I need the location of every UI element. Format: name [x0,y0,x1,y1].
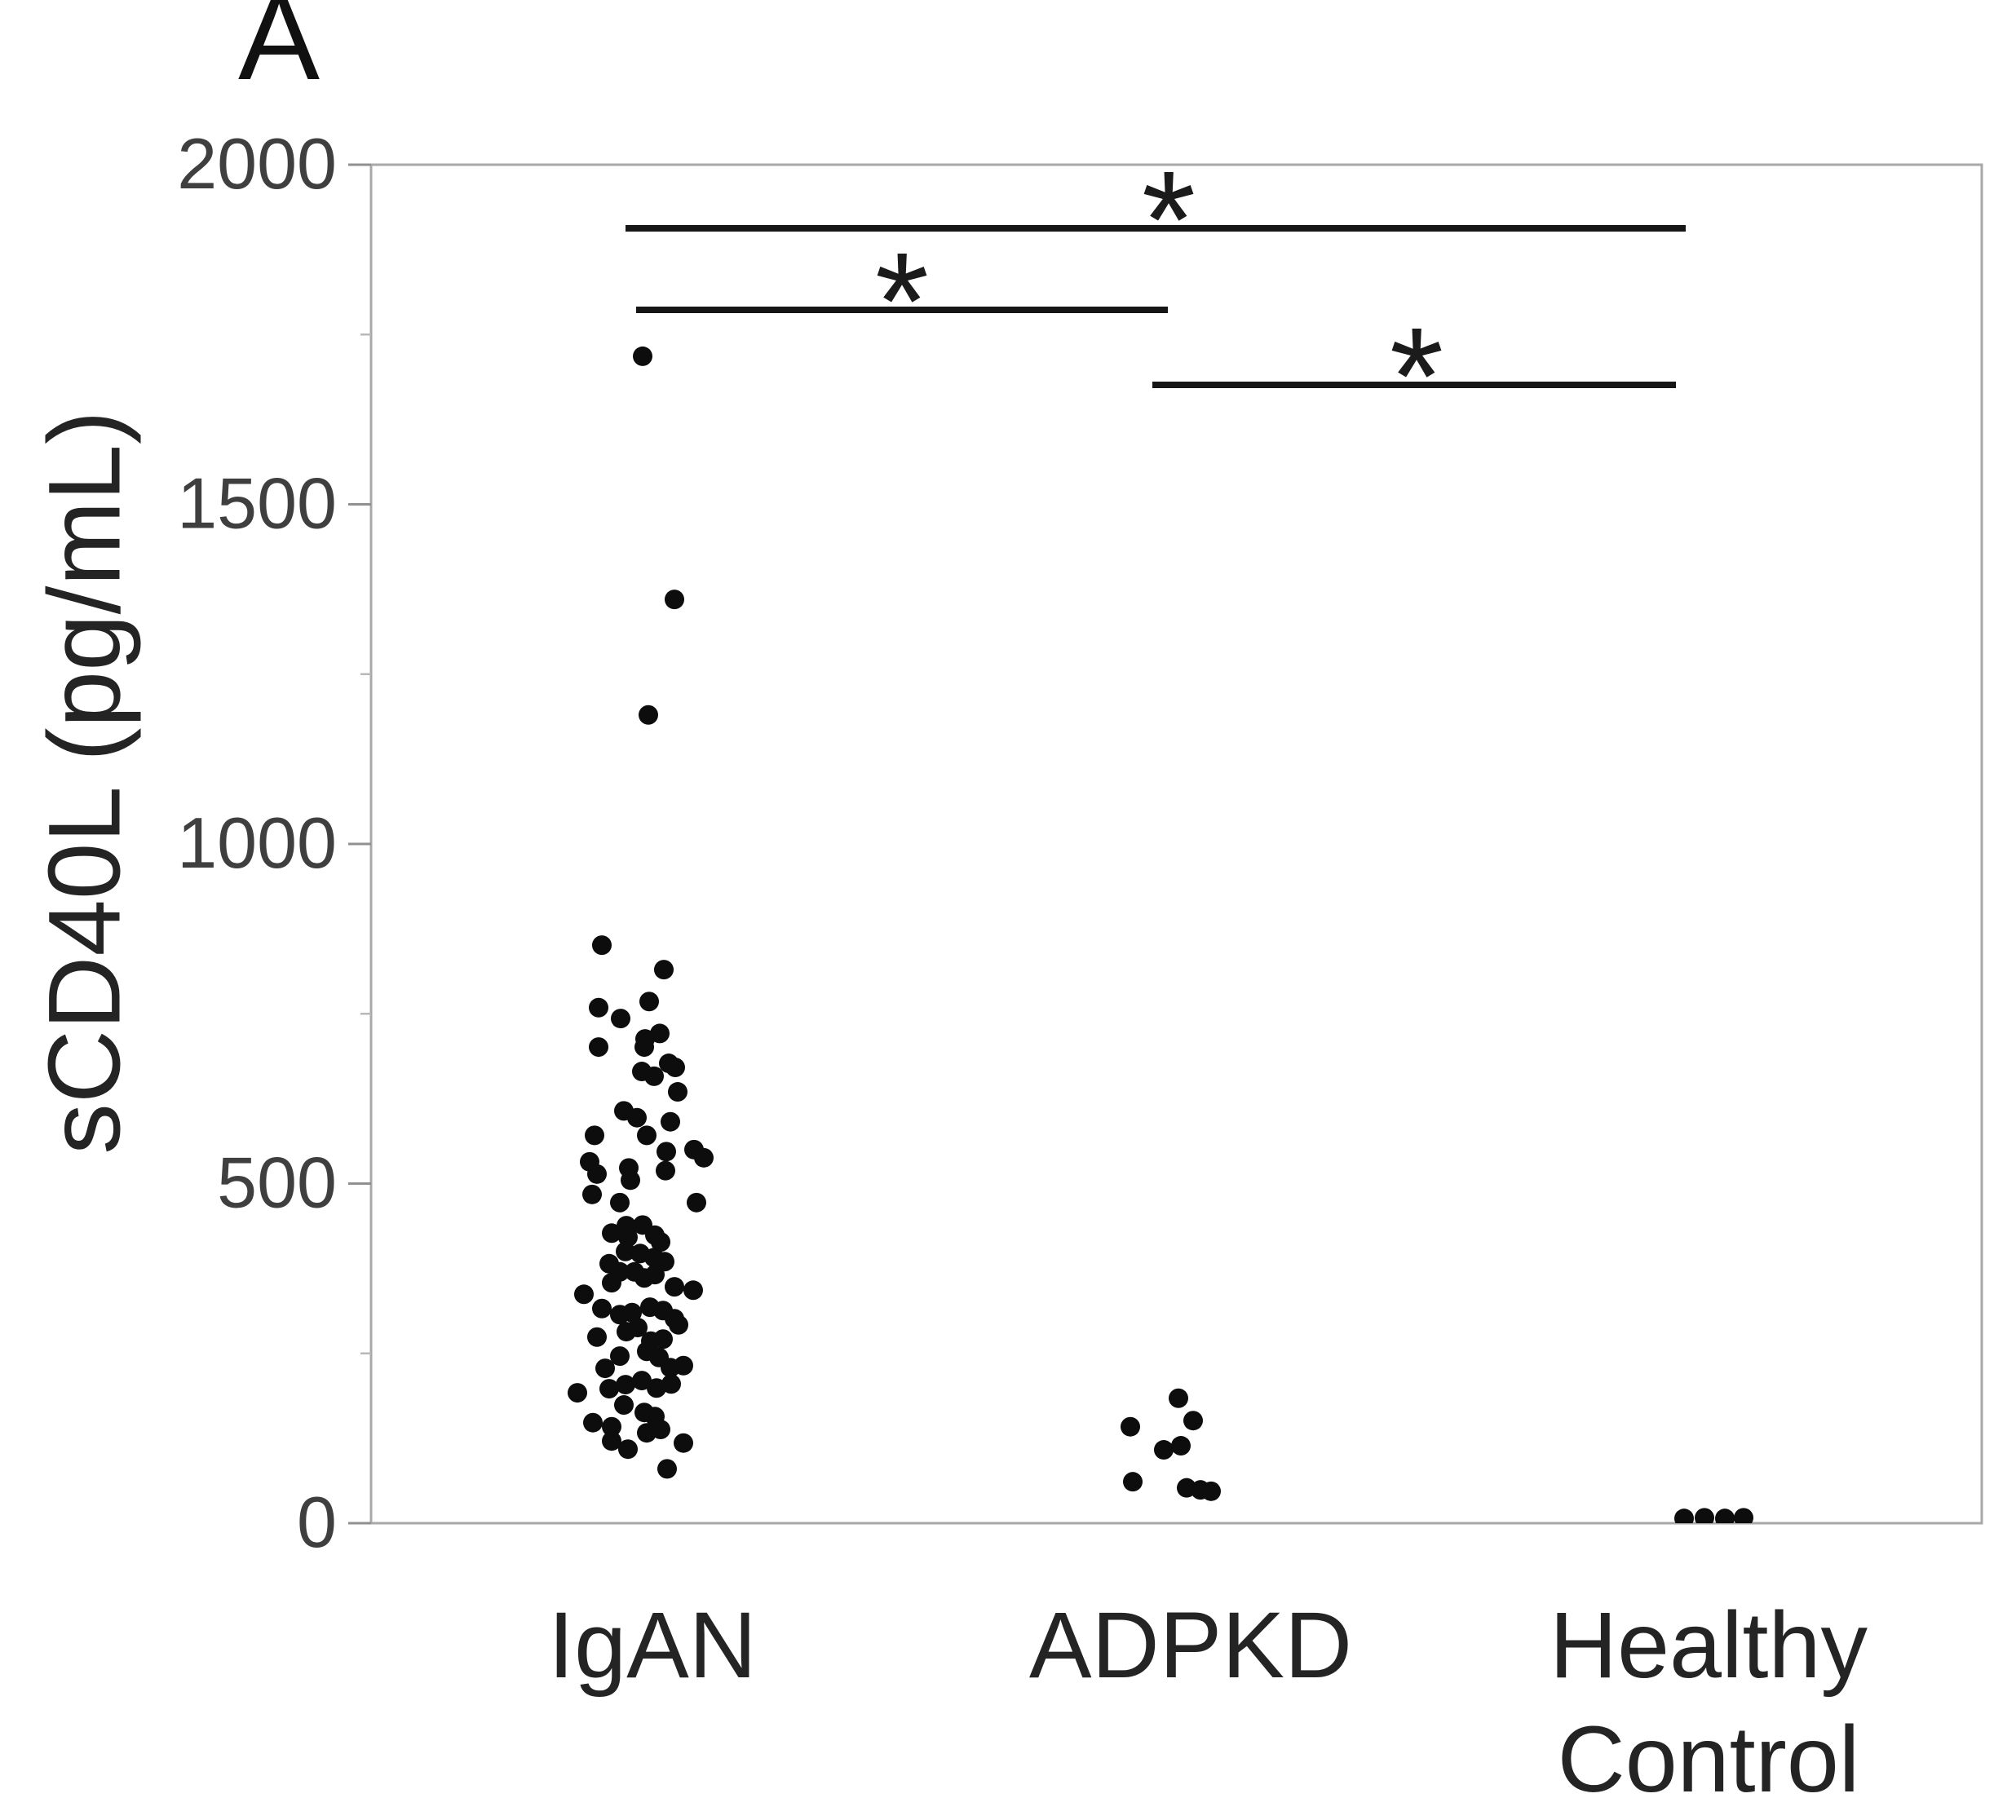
data-point [602,1416,621,1437]
data-point [568,1383,587,1403]
data-point [665,1058,685,1078]
y-tick-label: 0 [297,1482,337,1562]
data-point [589,997,608,1018]
data-point [1695,1508,1714,1523]
data-point [610,1346,630,1367]
data-point [1171,1436,1191,1456]
data-point [668,1082,687,1102]
data-point [599,1379,619,1399]
data-point [687,1192,706,1213]
data-point [583,1412,603,1433]
data-point [639,705,658,725]
data-point [639,992,659,1012]
data-point [1715,1509,1735,1523]
data-point [651,1232,670,1252]
data-point [657,1459,677,1479]
data-point [665,1277,684,1297]
data-point [674,1433,693,1453]
data-point [610,1192,630,1213]
data-point [1154,1440,1174,1460]
data-point [611,1009,630,1029]
data-point [657,1142,676,1162]
data-point [634,1268,654,1288]
data-point [602,1273,621,1293]
data-point [634,1037,654,1058]
data-point [1183,1411,1203,1431]
data-point [592,1298,612,1319]
data-point [592,935,612,956]
data-point [587,1164,607,1184]
panel-label: A [238,0,321,105]
data-point [661,1111,680,1132]
data-point [574,1284,594,1305]
data-point [694,1147,714,1168]
data-point [616,1375,635,1395]
x-label-healthy-control: Healthy Control [1550,1593,1868,1813]
data-point [627,1107,647,1128]
data-point [654,960,674,980]
y-tick-label: 500 [217,1142,337,1223]
data-point [644,1066,664,1086]
data-point [1201,1481,1221,1501]
data-point [1674,1509,1694,1523]
data-point [602,1223,621,1244]
data-point [610,1305,630,1325]
data-point [669,1314,688,1335]
data-point [650,1023,670,1044]
data-point [632,1371,652,1391]
data-point [633,346,652,366]
data-point [616,1241,635,1261]
data-point [614,1395,634,1416]
x-label-igan: IgAN [548,1593,757,1698]
data-point [1169,1388,1188,1408]
data-point [1121,1416,1140,1437]
data-points-layer [568,346,1753,1523]
data-point [1123,1472,1143,1492]
data-point [1734,1508,1753,1523]
data-point [637,1423,657,1443]
data-point [602,1431,621,1451]
y-tick-label: 1000 [177,802,337,883]
significance-asterisk: * [1142,143,1196,298]
data-point [661,1374,681,1394]
data-point [589,1037,608,1058]
data-point [665,590,684,610]
significance-asterisk: * [875,224,929,379]
data-point [647,1378,666,1398]
data-point [618,1439,638,1460]
data-point [587,1327,607,1347]
y-tick-label: 1500 [177,463,337,544]
data-point [617,1322,636,1342]
data-point [595,1358,615,1379]
data-point [582,1184,602,1204]
data-point [674,1355,693,1376]
significance-asterisk: * [1390,299,1443,454]
data-point [637,1125,657,1146]
data-point [621,1170,640,1191]
data-point [585,1125,604,1146]
data-point [656,1160,675,1181]
y-tick-label: 2000 [177,123,337,204]
x-label-adpkd: ADPKD [1028,1593,1353,1698]
data-point [683,1280,703,1301]
